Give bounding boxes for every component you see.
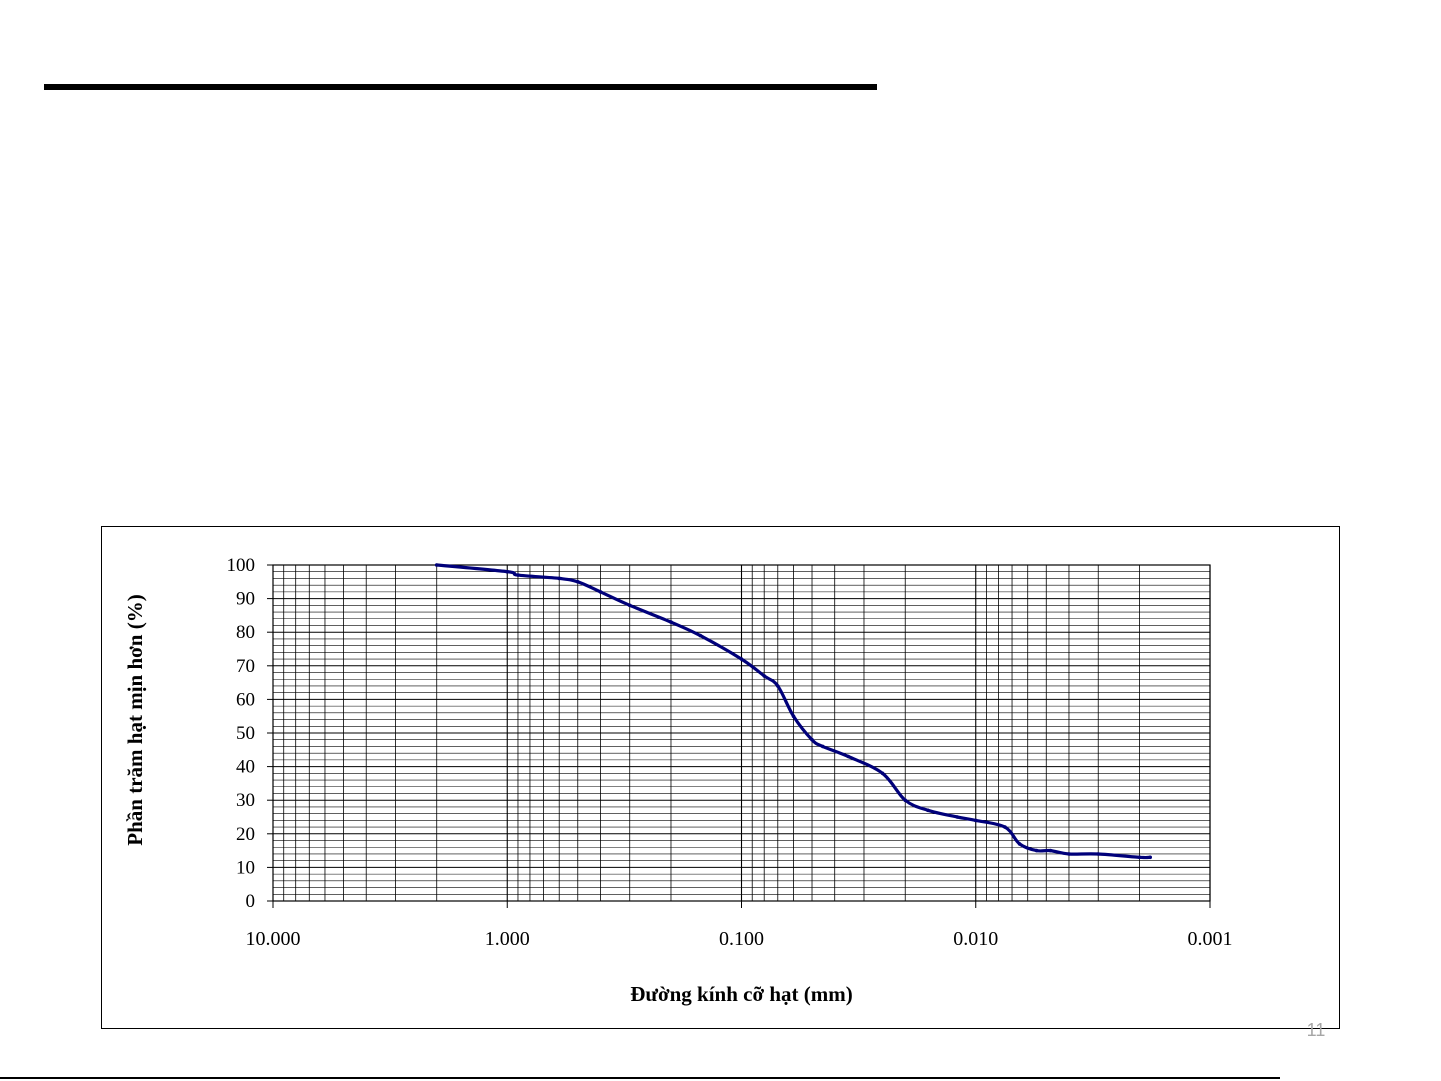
y-axis-label: Phần trăm hạt mịn hơn (%) [123,594,147,845]
x-axis-label: Đường kính cỡ hạt (mm) [630,982,853,1006]
data-point [810,737,814,742]
data-point [974,818,978,823]
x-tick-label: 0.100 [719,928,764,950]
chart-svg: 0 10 20 30 40 50 60 70 80 90 100 10.000 1.000 0.100 0.… [123,555,1233,1006]
data-point [1148,855,1152,860]
y-tick-label: 100 [227,555,256,576]
data-point [1067,852,1071,856]
page-number: 11 [1306,1020,1326,1040]
data-point [903,798,907,802]
y-tick-label: 60 [236,689,255,710]
data-point [880,771,885,776]
data-point [926,808,930,813]
y-tick-label: 70 [236,656,255,677]
data-point [955,815,959,819]
data-point [698,633,703,638]
y-tick-label: 10 [236,857,255,878]
data-point [434,563,439,567]
data-point [1137,855,1142,860]
x-tick-label: 1.000 [485,928,530,950]
data-point [1017,842,1022,846]
series [434,563,1152,860]
footer-rule [0,1077,1280,1079]
data-point [505,569,510,574]
data-point [576,580,580,584]
data-point [516,573,520,577]
grain-size-chart: 0 10 20 30 40 50 60 70 80 90 100 10.000 1.000 0.100 0.… [101,526,1340,1029]
title-underline [44,84,877,90]
data-point [1034,848,1039,853]
data-point [791,714,796,718]
y-tick-label: 0 [246,891,256,912]
x-tick-label: 0.010 [953,928,998,950]
x-tick-label: 10.000 [246,928,301,950]
data-point [669,620,673,624]
x-tick-label: 0.001 [1188,928,1233,950]
y-tick-label: 20 [236,824,255,845]
data-point [776,684,780,688]
data-point [1096,852,1100,856]
data-point [762,674,766,678]
data-point [627,603,632,608]
data-point [846,754,851,759]
data-point [1003,825,1007,829]
tick-labels: 0 10 20 30 40 50 60 70 80 90 100 10.000 1.000 0.100 0.… [227,555,1233,950]
y-tick-label: 30 [236,790,255,811]
y-tick-label: 40 [236,757,255,778]
data-point [598,590,603,594]
data-point [1048,848,1053,853]
data-point [557,576,561,581]
y-tick-label: 90 [236,589,255,610]
data-point [820,744,825,749]
y-tick-label: 50 [236,723,255,744]
y-tick-label: 80 [236,622,255,643]
grid [273,564,1211,902]
data-point [739,657,744,661]
